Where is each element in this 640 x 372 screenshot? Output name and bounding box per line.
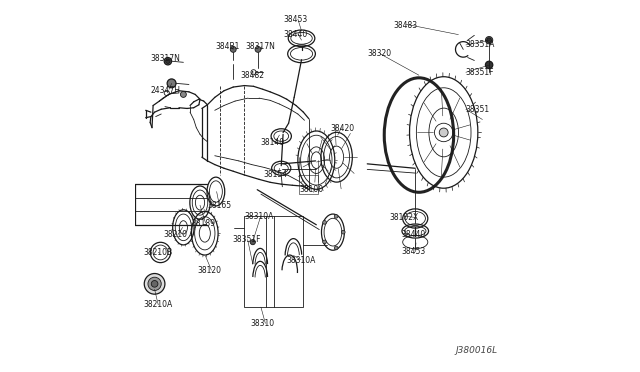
Text: 38102X: 38102X xyxy=(389,213,419,222)
Circle shape xyxy=(323,240,326,244)
Circle shape xyxy=(485,61,493,68)
Circle shape xyxy=(485,36,493,44)
Text: 38310: 38310 xyxy=(251,319,275,328)
Circle shape xyxy=(250,240,255,245)
Text: 38351F: 38351F xyxy=(466,68,494,77)
Text: J380016L: J380016L xyxy=(455,346,497,355)
Circle shape xyxy=(151,280,158,287)
Text: 38351F: 38351F xyxy=(232,235,260,244)
Text: 38420: 38420 xyxy=(330,124,355,133)
Circle shape xyxy=(144,273,165,294)
Circle shape xyxy=(166,59,170,63)
Circle shape xyxy=(487,38,492,42)
Circle shape xyxy=(167,79,176,88)
Text: 38310A: 38310A xyxy=(286,256,316,265)
Bar xyxy=(244,215,303,307)
Text: 38154: 38154 xyxy=(264,170,288,179)
Text: 38317N: 38317N xyxy=(245,42,275,51)
Text: 38310A: 38310A xyxy=(244,212,274,221)
Text: 38351A: 38351A xyxy=(466,41,495,49)
Circle shape xyxy=(334,246,338,250)
Text: 38189: 38189 xyxy=(191,219,216,228)
Text: 38100: 38100 xyxy=(300,185,324,194)
Circle shape xyxy=(255,46,261,52)
Circle shape xyxy=(164,58,172,65)
Text: 38483: 38483 xyxy=(393,21,417,30)
Text: 38440: 38440 xyxy=(401,230,426,239)
Text: 38453: 38453 xyxy=(401,247,426,256)
Text: 38165: 38165 xyxy=(207,201,232,210)
Circle shape xyxy=(439,128,448,137)
Text: 38320: 38320 xyxy=(367,49,392,58)
Text: 38140: 38140 xyxy=(260,138,284,147)
Circle shape xyxy=(334,215,338,218)
Bar xyxy=(299,175,318,194)
Text: 38210A: 38210A xyxy=(143,300,173,310)
Text: 38351: 38351 xyxy=(466,105,490,114)
Text: 24347H: 24347H xyxy=(150,86,180,94)
Text: 38453: 38453 xyxy=(283,15,307,23)
Circle shape xyxy=(148,277,161,291)
Circle shape xyxy=(323,221,326,224)
Text: 384B1: 384B1 xyxy=(216,42,240,51)
Circle shape xyxy=(341,230,345,234)
Circle shape xyxy=(180,92,186,97)
Text: 38210B: 38210B xyxy=(143,248,173,257)
Text: 38210: 38210 xyxy=(163,230,187,239)
Text: 38440: 38440 xyxy=(283,30,307,39)
Text: 38120: 38120 xyxy=(197,266,221,275)
Text: 38482: 38482 xyxy=(241,71,264,80)
Circle shape xyxy=(230,46,236,52)
Text: 38317N: 38317N xyxy=(150,54,180,63)
